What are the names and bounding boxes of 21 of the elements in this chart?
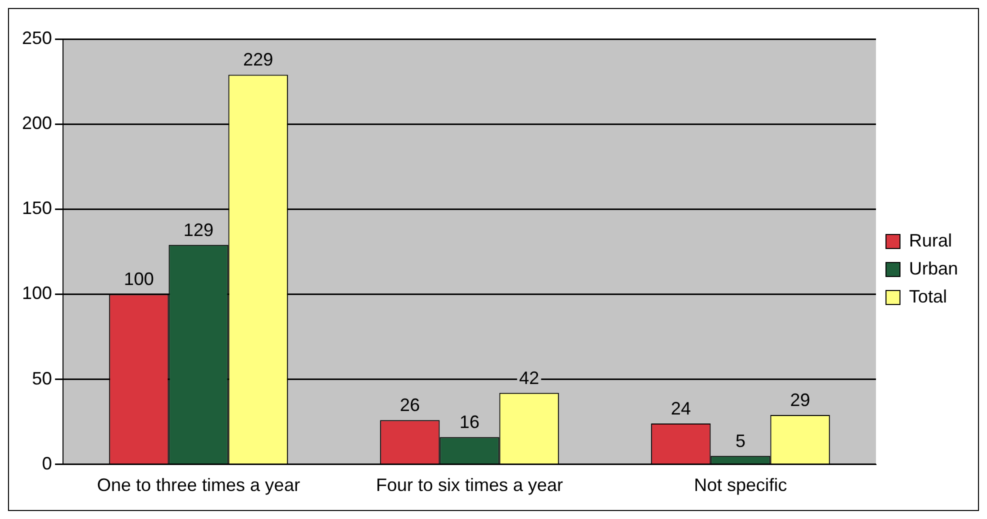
data-label: 26	[400, 395, 420, 416]
legend-label: Total	[908, 286, 948, 306]
y-tick-label: 200	[22, 113, 52, 134]
data-label: 42	[519, 368, 540, 388]
y-tick-label: 250	[22, 28, 52, 48]
x-tick-label: One to three times a year	[96, 475, 300, 496]
y-tick-label: 150	[22, 198, 52, 218]
x-tick-label: Four to six times a year	[376, 475, 564, 496]
y-tick-label: 100	[22, 283, 52, 304]
legend-label: Urban	[908, 258, 958, 278]
data-label: 29	[790, 390, 810, 410]
data-label: 24	[670, 398, 691, 419]
data-label: 229	[243, 50, 274, 70]
x-tick-label: Not specific	[694, 475, 788, 496]
legend-label: Rural	[908, 230, 952, 250]
y-tick-label: 50	[32, 368, 52, 388]
data-label: 100	[124, 269, 154, 290]
data-label: 129	[184, 220, 214, 240]
y-tick-label: 0	[42, 453, 52, 474]
data-label: 16	[459, 412, 480, 432]
data-label: 5	[735, 430, 746, 451]
